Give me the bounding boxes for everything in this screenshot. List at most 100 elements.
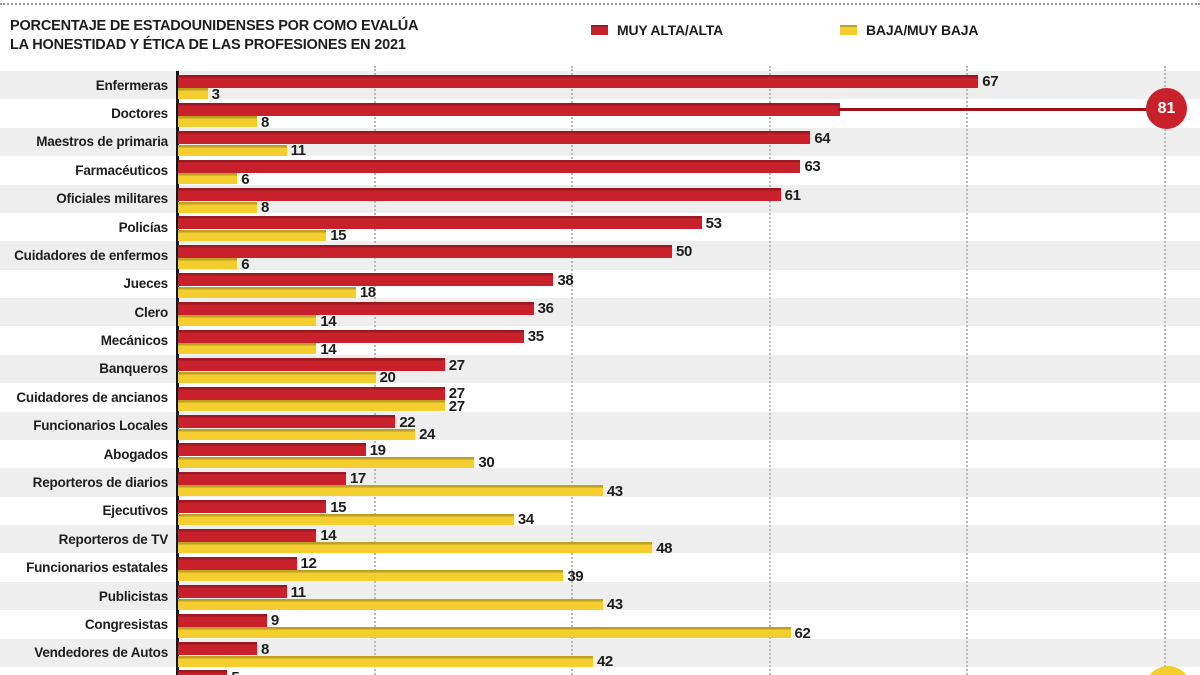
alta-value: 22 — [399, 413, 416, 431]
baja-value: 43 — [606, 482, 623, 500]
alta-value: 27 — [448, 385, 465, 403]
gridline-80 — [966, 66, 969, 675]
row-label: Policías — [118, 219, 169, 235]
baja-bar — [178, 513, 514, 525]
baja-value: 18 — [359, 284, 376, 302]
baja-value: 62 — [794, 624, 811, 642]
baja-bar — [178, 542, 653, 554]
baja-value: 34 — [517, 511, 534, 529]
alta-value: 38 — [557, 271, 574, 289]
alta-value: 14 — [320, 527, 337, 545]
legend-swatch-red — [591, 25, 608, 35]
baja-bar — [178, 343, 317, 355]
alta-value: 53 — [705, 214, 722, 232]
alta-bar — [178, 244, 672, 258]
alta-bar — [178, 585, 287, 599]
alta-value: 35 — [527, 328, 544, 346]
row-label: Farmacéuticos — [75, 162, 168, 178]
y-axis — [176, 71, 179, 675]
row-label: Jueces — [123, 276, 168, 292]
alta-bar — [178, 471, 346, 485]
alta-bar — [178, 500, 327, 514]
alta-bar — [178, 329, 524, 343]
row-label: Abogados — [103, 446, 169, 462]
alta-value: 11 — [290, 583, 306, 601]
baja-value: 6 — [241, 255, 250, 273]
alta-bar — [178, 102, 840, 116]
alta-bar — [178, 358, 445, 372]
legend-label-baja: BAJA/MUY BAJA — [866, 22, 979, 38]
row-label: Reporteros de diarios — [32, 475, 169, 490]
legend-swatch-yellow — [840, 25, 857, 35]
baja-value: 15 — [330, 227, 347, 245]
baja-bar — [178, 400, 445, 412]
row-label: Funcionarios Locales — [33, 418, 168, 434]
alta-bar — [178, 642, 258, 656]
baja-bar — [178, 88, 208, 99]
baja-value: 3 — [211, 85, 220, 103]
alta-value: 9 — [270, 612, 279, 630]
baja-value: 27 — [448, 397, 465, 415]
baja-value: 20 — [379, 369, 396, 387]
alta-bar — [178, 670, 228, 675]
alta-value: 5 — [231, 669, 239, 675]
alta-bar — [178, 613, 267, 627]
baja-bar — [178, 144, 287, 156]
baja-value: 8 — [261, 113, 269, 131]
baja-value: 11 — [290, 142, 306, 160]
row-label: Doctores — [111, 106, 168, 122]
baja-bar — [178, 655, 593, 667]
gridline-60 — [768, 66, 771, 675]
alta-value: 63 — [804, 158, 821, 176]
baja-bar — [178, 173, 238, 185]
alta-value: 27 — [448, 356, 465, 374]
alta-bar — [178, 74, 979, 88]
baja-bar — [178, 428, 416, 440]
baja-bar — [178, 258, 238, 270]
row-label: Clero — [134, 304, 168, 320]
alta-bar — [178, 273, 554, 287]
row-label: Mecánicos — [100, 333, 168, 349]
baja-value: 14 — [320, 312, 337, 330]
top-dotted-rule — [0, 3, 1200, 5]
baja-bar — [178, 116, 258, 128]
baja-bar — [178, 598, 603, 610]
legend-item-muy-alta: MUY ALTA/ALTA — [591, 22, 723, 38]
alta-value: 64 — [814, 129, 831, 147]
baja-bar — [178, 315, 317, 327]
alta-bar — [178, 556, 297, 570]
callout-line — [837, 107, 1147, 111]
baja-bar — [178, 456, 475, 468]
alta-value: 50 — [676, 243, 692, 261]
callout-circle-alta: 81 — [1146, 88, 1187, 130]
row-label: Maestros de primaria — [36, 134, 168, 150]
callout-circle-baja-partial — [1145, 666, 1191, 675]
row-label: Publicistas — [98, 588, 168, 604]
baja-value: 8 — [261, 199, 269, 217]
baja-bar — [178, 286, 356, 298]
gridline-40 — [571, 66, 574, 675]
baja-value: 30 — [478, 454, 495, 472]
baja-bar — [178, 229, 327, 241]
alta-bar — [178, 443, 366, 457]
baja-value: 24 — [419, 426, 435, 444]
baja-value: 42 — [596, 653, 613, 671]
baja-value: 6 — [241, 170, 250, 188]
baja-bar — [178, 201, 258, 213]
alta-value: 12 — [300, 555, 317, 573]
row-label: Congresistas — [84, 616, 168, 632]
row-label: Cabilderos — [0, 667, 168, 675]
row-label: Cuidadores de ancianos — [16, 389, 168, 405]
alta-bar — [178, 188, 781, 202]
alta-bar — [178, 386, 445, 400]
alta-bar — [178, 301, 534, 315]
row-label: Vendedores de Autos — [34, 645, 168, 661]
chart-title: PORCENTAJE DE ESTADOUNIDENSES POR COMO E… — [10, 18, 419, 53]
row-label: Enfermeras — [95, 77, 168, 93]
alta-value: 15 — [330, 498, 347, 516]
row-label: Funcionarios estatales — [26, 560, 168, 576]
alta-value: 19 — [369, 441, 386, 459]
row-label: Ejecutivos — [102, 503, 168, 519]
alta-value: 36 — [537, 300, 554, 318]
baja-bar — [178, 485, 603, 497]
